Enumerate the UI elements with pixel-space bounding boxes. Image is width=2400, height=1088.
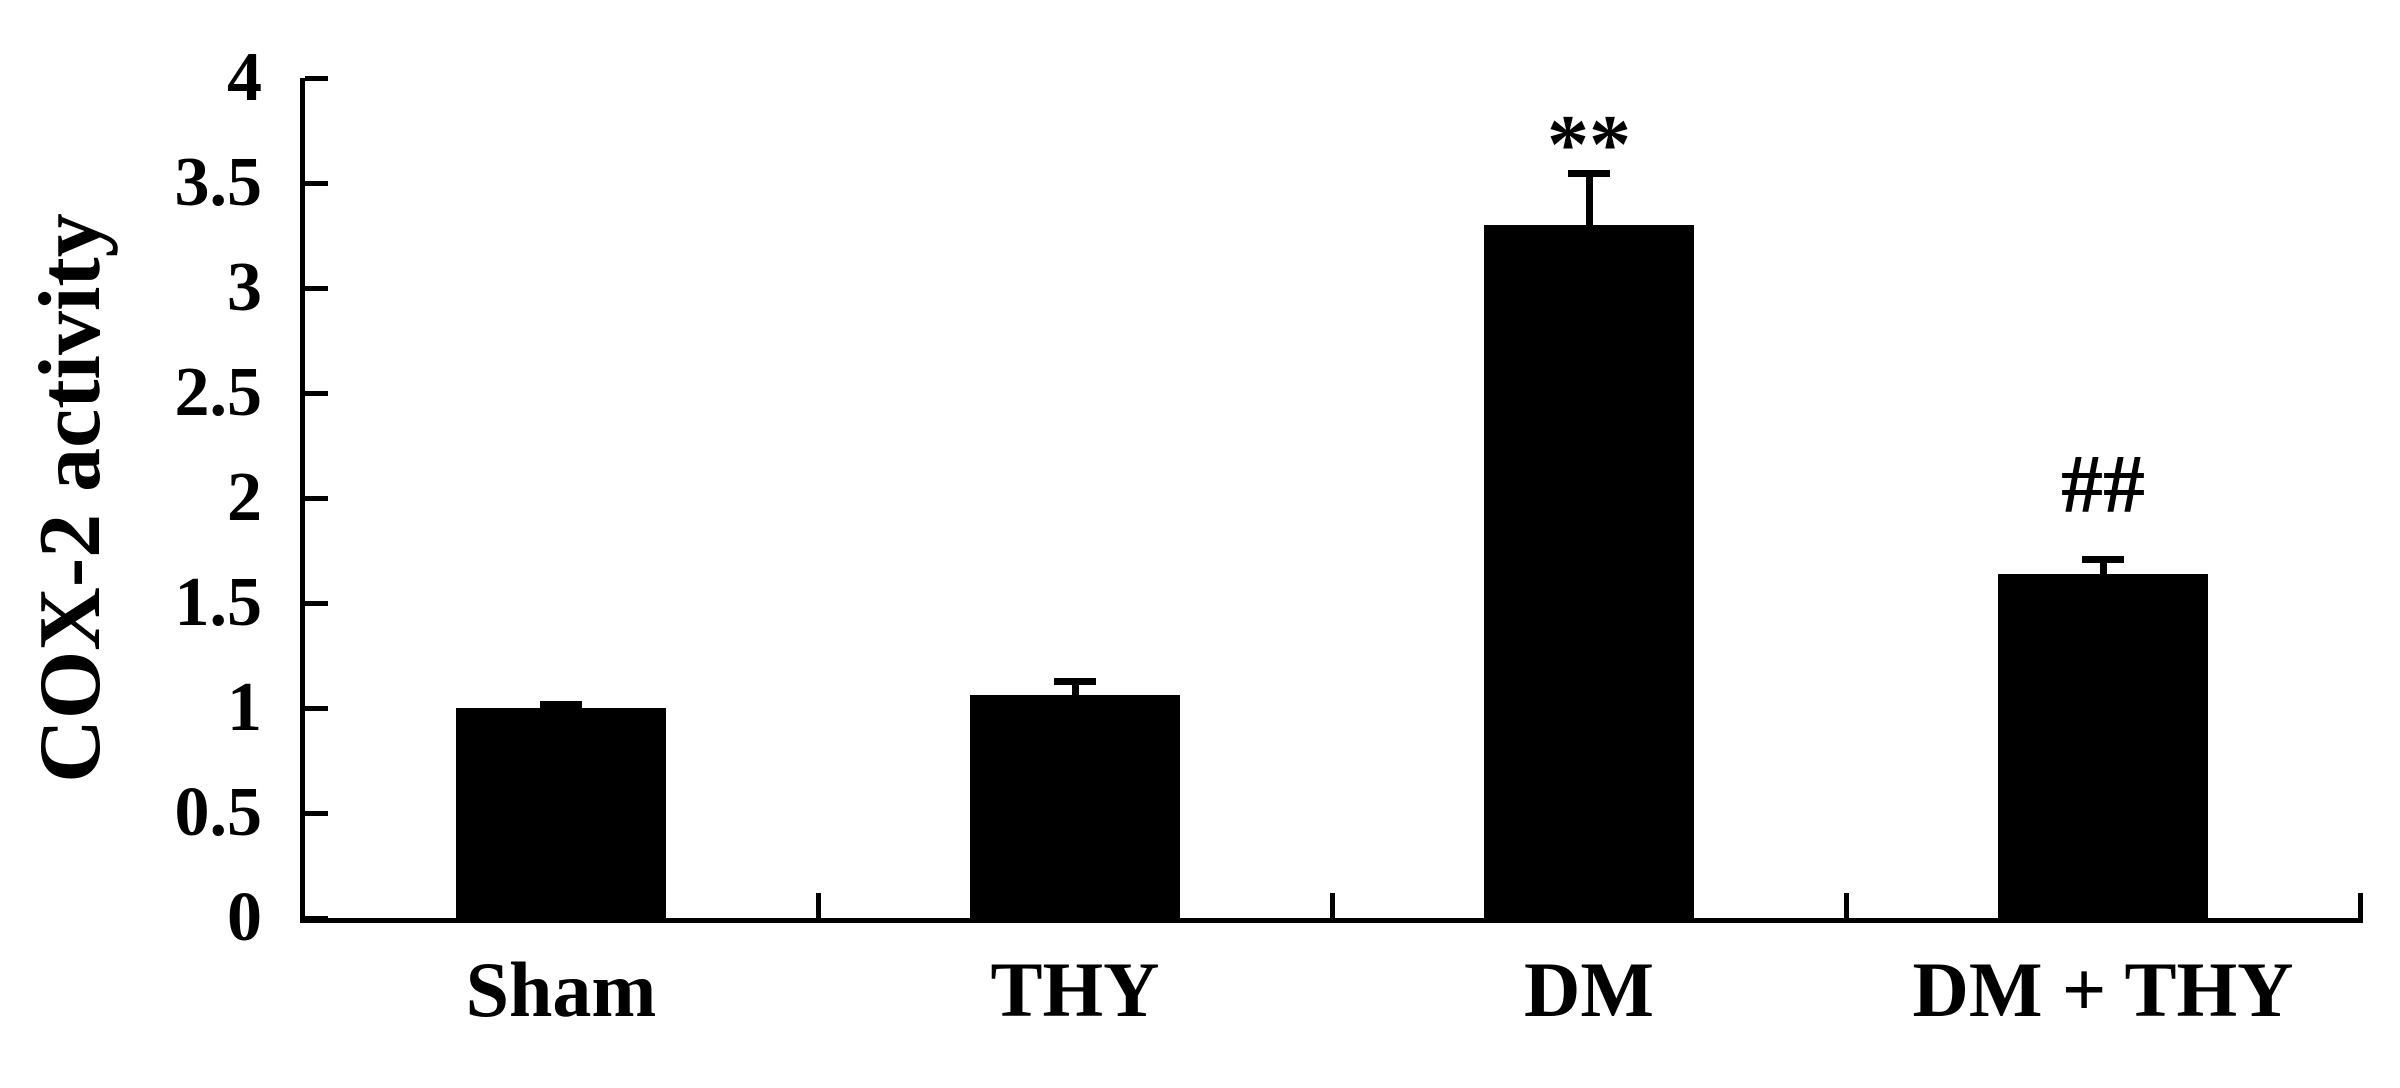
x-category-label-sham: Sham — [465, 946, 657, 1033]
bar-dm-thy — [1998, 574, 2208, 920]
y-tick-label: 2.5 — [174, 354, 263, 431]
y-tick-label: 0 — [227, 879, 262, 956]
y-tick-mark — [305, 706, 328, 711]
y-tick-mark — [305, 76, 328, 81]
y-tick-mark — [305, 286, 328, 291]
error-bar-stem-dm-thy — [2100, 559, 2107, 577]
y-tick-label: 3.5 — [174, 144, 263, 221]
x-category-label-dm-thy: DM + THY — [1912, 946, 2294, 1033]
y-tick-mark — [305, 181, 328, 186]
y-tick-label: 1 — [227, 669, 262, 746]
x-axis-line — [300, 918, 2363, 923]
y-tick-label: 3 — [227, 249, 262, 326]
x-category-label-dm: DM — [1524, 946, 1654, 1033]
y-tick-mark — [305, 601, 328, 606]
y-tick-mark — [305, 811, 328, 816]
error-bar-cap-dm-thy — [2082, 556, 2124, 563]
y-tick-label: 0.5 — [174, 774, 263, 851]
y-tick-mark — [305, 916, 328, 921]
significance-annotation-dm: ** — [1547, 98, 1631, 191]
bar-dm — [1484, 225, 1694, 920]
bar-sham — [456, 708, 666, 920]
y-axis-line — [300, 78, 305, 923]
error-bar-stem-dm — [1586, 173, 1593, 229]
error-bar-stem-thy — [1072, 681, 1079, 699]
bar-thy — [970, 695, 1180, 920]
y-tick-mark — [305, 391, 328, 396]
x-tick-mark — [1844, 893, 1849, 918]
error-bar-cap-thy — [1054, 678, 1096, 685]
x-tick-mark — [1330, 893, 1335, 918]
x-tick-mark — [816, 893, 821, 918]
x-category-label-thy: THY — [990, 946, 1160, 1033]
y-tick-mark — [305, 496, 328, 501]
y-tick-label: 4 — [227, 39, 262, 116]
error-bar-cap-sham — [540, 701, 582, 708]
error-bar-cap-dm — [1568, 170, 1610, 177]
x-tick-mark — [2358, 893, 2363, 918]
y-tick-label: 1.5 — [174, 564, 263, 641]
y-tick-label: 2 — [227, 459, 262, 536]
significance-annotation-dm-thy: ## — [2061, 438, 2145, 531]
